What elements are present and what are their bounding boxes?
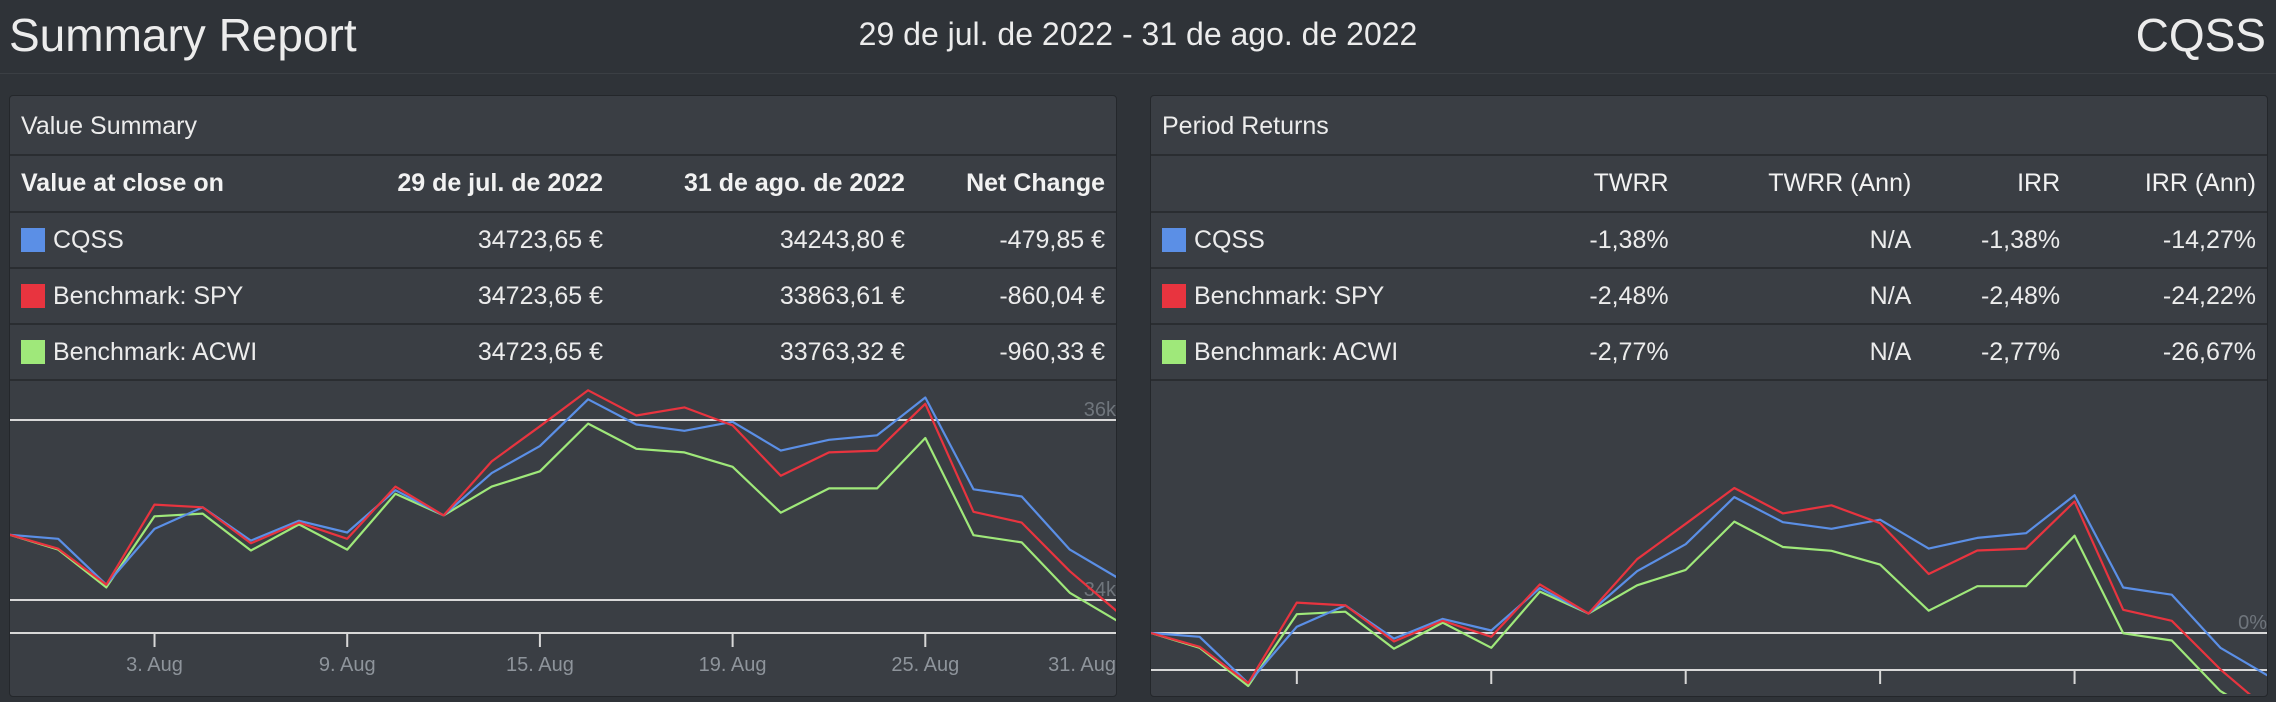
period-returns-table: TWRR TWRR (Ann) IRR IRR (Ann) CQSS -1,38… <box>1151 156 2267 381</box>
irr-ann-cell: -24,22% <box>2071 268 2267 325</box>
value-summary-table: Value at close on 29 de jul. de 2022 31 … <box>10 156 1116 381</box>
column-header <box>1151 156 1531 213</box>
net-change-cell: -479,85 € <box>915 212 1116 269</box>
page-title: Summary Report <box>9 9 357 61</box>
irr-ann-cell: -14,27% <box>2071 212 2267 269</box>
twrr-cell: -1,38% <box>1530 212 1680 269</box>
x-tick-label: 3. Aug <box>1268 691 1325 694</box>
column-header[interactable]: IRR (Ann) <box>2071 156 2267 213</box>
end-value-cell: 33763,32 € <box>613 324 916 381</box>
twrr-cell: -2,77% <box>1530 324 1680 381</box>
y-grid-label: 0% <box>2238 612 2267 634</box>
column-header[interactable]: 29 de jul. de 2022 <box>330 156 614 213</box>
series-label: CQSS <box>53 225 124 254</box>
value-chart[interactable]: 36k 34k 3. Aug 9. Aug 15. Aug 19. Aug 25. Aug 3… <box>10 380 1117 696</box>
twrr-ann-cell: N/A <box>1679 268 1923 325</box>
x-tick-label: 9. Aug <box>1463 691 1520 694</box>
y-grid-label: 34k <box>1084 579 1117 601</box>
irr-ann-cell: -26,67% <box>2071 324 2267 381</box>
series-name-cell: Benchmark: ACWI <box>10 324 331 381</box>
series-name-cell: CQSS <box>10 212 331 269</box>
series-line-spy[interactable] <box>1151 486 2268 694</box>
x-tick-label: 19. Aug <box>699 654 767 676</box>
column-header[interactable]: 31 de ago. de 2022 <box>613 156 916 213</box>
start-value-cell: 34723,65 € <box>330 324 614 381</box>
report-header: Summary Report 29 de jul. de 2022 - 31 d… <box>0 0 2276 74</box>
net-change-cell: -960,33 € <box>915 324 1116 381</box>
x-tick-label: 25. Aug <box>891 654 959 676</box>
legend-swatch-acwi <box>1162 339 1186 364</box>
column-header[interactable]: TWRR (Ann) <box>1679 156 1923 213</box>
legend-swatch-cqss <box>21 227 45 252</box>
table-row: Benchmark: ACWI 34723,65 € 33763,32 € -9… <box>10 324 1116 381</box>
x-tick-label: 19. Aug <box>1846 691 1914 694</box>
series-line-acwi[interactable] <box>10 422 1117 622</box>
y-grid-label: 36k <box>1084 399 1117 421</box>
column-header[interactable]: Value at close on <box>10 156 331 213</box>
value-summary-panel: Value Summary Value at close on 29 de ju… <box>9 95 1117 697</box>
series-line-spy[interactable] <box>10 389 1117 612</box>
irr-cell: -2,77% <box>1922 324 2072 381</box>
series-name-cell: Benchmark: SPY <box>10 268 331 325</box>
x-tick-label: 15. Aug <box>506 654 574 676</box>
legend-swatch-cqss <box>1162 227 1186 252</box>
series-line-cqss[interactable] <box>1151 494 2268 685</box>
table-row: CQSS 34723,65 € 34243,80 € -479,85 € <box>10 212 1116 269</box>
period-returns-panel: Period Returns TWRR TWRR (Ann) IRR IRR (… <box>1150 95 2268 697</box>
series-label: Benchmark: SPY <box>53 281 244 310</box>
legend-swatch-acwi <box>21 339 45 364</box>
start-value-cell: 34723,65 € <box>330 212 614 269</box>
x-tick-label: 31. Aug <box>1048 654 1116 676</box>
series-name-cell: Benchmark: ACWI <box>1151 324 1531 381</box>
legend-swatch-spy <box>21 283 45 308</box>
x-tick-label: 15. Aug <box>1652 691 1720 694</box>
column-header[interactable]: TWRR <box>1530 156 1680 213</box>
twrr-cell: -2,48% <box>1530 268 1680 325</box>
column-header[interactable]: Net Change <box>915 156 1116 213</box>
series-name-cell: CQSS <box>1151 212 1531 269</box>
value-summary-title: Value Summary <box>10 96 1116 156</box>
x-tick-label: 9. Aug <box>319 654 376 676</box>
twrr-ann-cell: N/A <box>1679 324 1923 381</box>
table-header-row: TWRR TWRR (Ann) IRR IRR (Ann) <box>1151 156 2267 213</box>
period-returns-title: Period Returns <box>1151 96 2267 156</box>
series-label: Benchmark: SPY <box>1194 281 1385 310</box>
returns-chart[interactable]: 0% 3. Aug 9. Aug 15. Aug 19. Aug 25. Aug 31. A… <box>1151 378 2268 694</box>
series-label: CQSS <box>1194 225 1265 254</box>
x-tick-label: 3. Aug <box>126 654 183 676</box>
legend-swatch-spy <box>1162 283 1186 308</box>
table-row: Benchmark: ACWI -2,77% N/A -2,77% -26,67… <box>1151 324 2267 381</box>
end-value-cell: 33863,61 € <box>613 268 916 325</box>
twrr-ann-cell: N/A <box>1679 212 1923 269</box>
series-label: Benchmark: ACWI <box>53 337 258 366</box>
table-row: Benchmark: SPY 34723,65 € 33863,61 € -86… <box>10 268 1116 325</box>
account-ticker: CQSS <box>2135 9 2266 61</box>
table-row: CQSS -1,38% N/A -1,38% -14,27% <box>1151 212 2267 269</box>
column-header[interactable]: IRR <box>1922 156 2072 213</box>
irr-cell: -2,48% <box>1922 268 2072 325</box>
x-tick-label: 31. Aug <box>2199 691 2267 694</box>
x-tick-label: 25. Aug <box>2041 691 2109 694</box>
series-label: Benchmark: ACWI <box>1194 337 1399 366</box>
start-value-cell: 34723,65 € <box>330 268 614 325</box>
irr-cell: -1,38% <box>1922 212 2072 269</box>
series-name-cell: Benchmark: SPY <box>1151 268 1531 325</box>
table-row: Benchmark: SPY -2,48% N/A -2,48% -24,22% <box>1151 268 2267 325</box>
table-header-row: Value at close on 29 de jul. de 2022 31 … <box>10 156 1116 213</box>
net-change-cell: -860,04 € <box>915 268 1116 325</box>
date-range: 29 de jul. de 2022 - 31 de ago. de 2022 <box>858 16 1418 52</box>
end-value-cell: 34243,80 € <box>613 212 916 269</box>
series-line-cqss[interactable] <box>10 396 1117 586</box>
series-line-acwi[interactable] <box>1151 520 2268 694</box>
